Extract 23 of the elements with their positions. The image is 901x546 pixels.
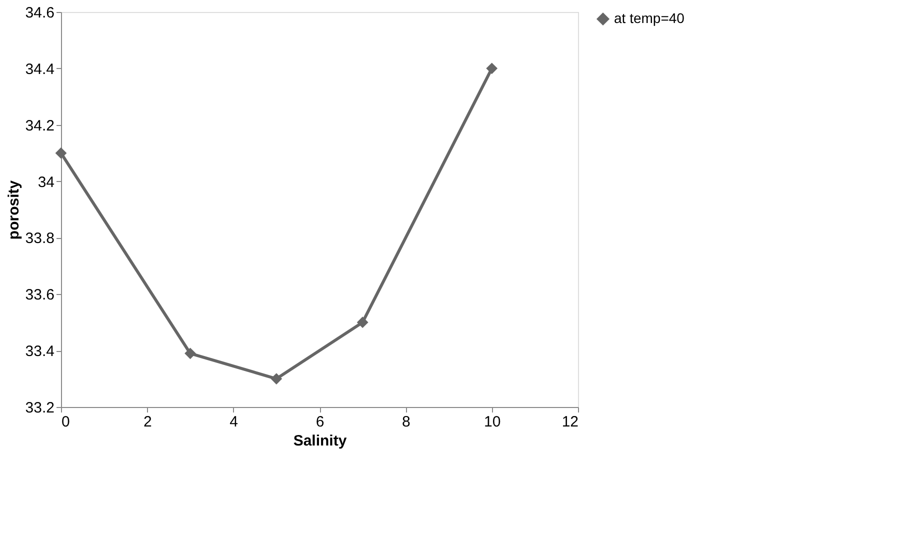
point [184, 348, 196, 360]
point [356, 316, 368, 328]
x-axis-title: Salinity [293, 432, 348, 450]
point [486, 62, 498, 74]
y-tick-label: 33.2 [25, 400, 54, 416]
x-tick-label: 10 [484, 414, 501, 430]
y-tick-label: 34.2 [25, 117, 54, 134]
y-tick-label: 34.6 [25, 4, 54, 22]
y-tick-label: 33.8 [25, 230, 54, 248]
y-tick-label: 33.6 [25, 286, 54, 304]
x-tick-label: 6 [316, 414, 324, 430]
y-tick-label: 34 [38, 174, 54, 191]
point [270, 373, 282, 384]
x-tick-label: 4 [230, 414, 238, 430]
x-tick-label: 12 [562, 414, 578, 430]
x-tick-label: 8 [402, 414, 410, 430]
y-tick-label: 34.4 [25, 60, 54, 78]
y-tick-label: 33.4 [25, 343, 54, 360]
y-axis-title: porosity [5, 180, 22, 240]
point [55, 147, 67, 159]
x-tick-label: 0 [62, 414, 70, 430]
legend-label: at temp=40 [614, 10, 685, 26]
x-tick-label: 2 [143, 414, 152, 430]
